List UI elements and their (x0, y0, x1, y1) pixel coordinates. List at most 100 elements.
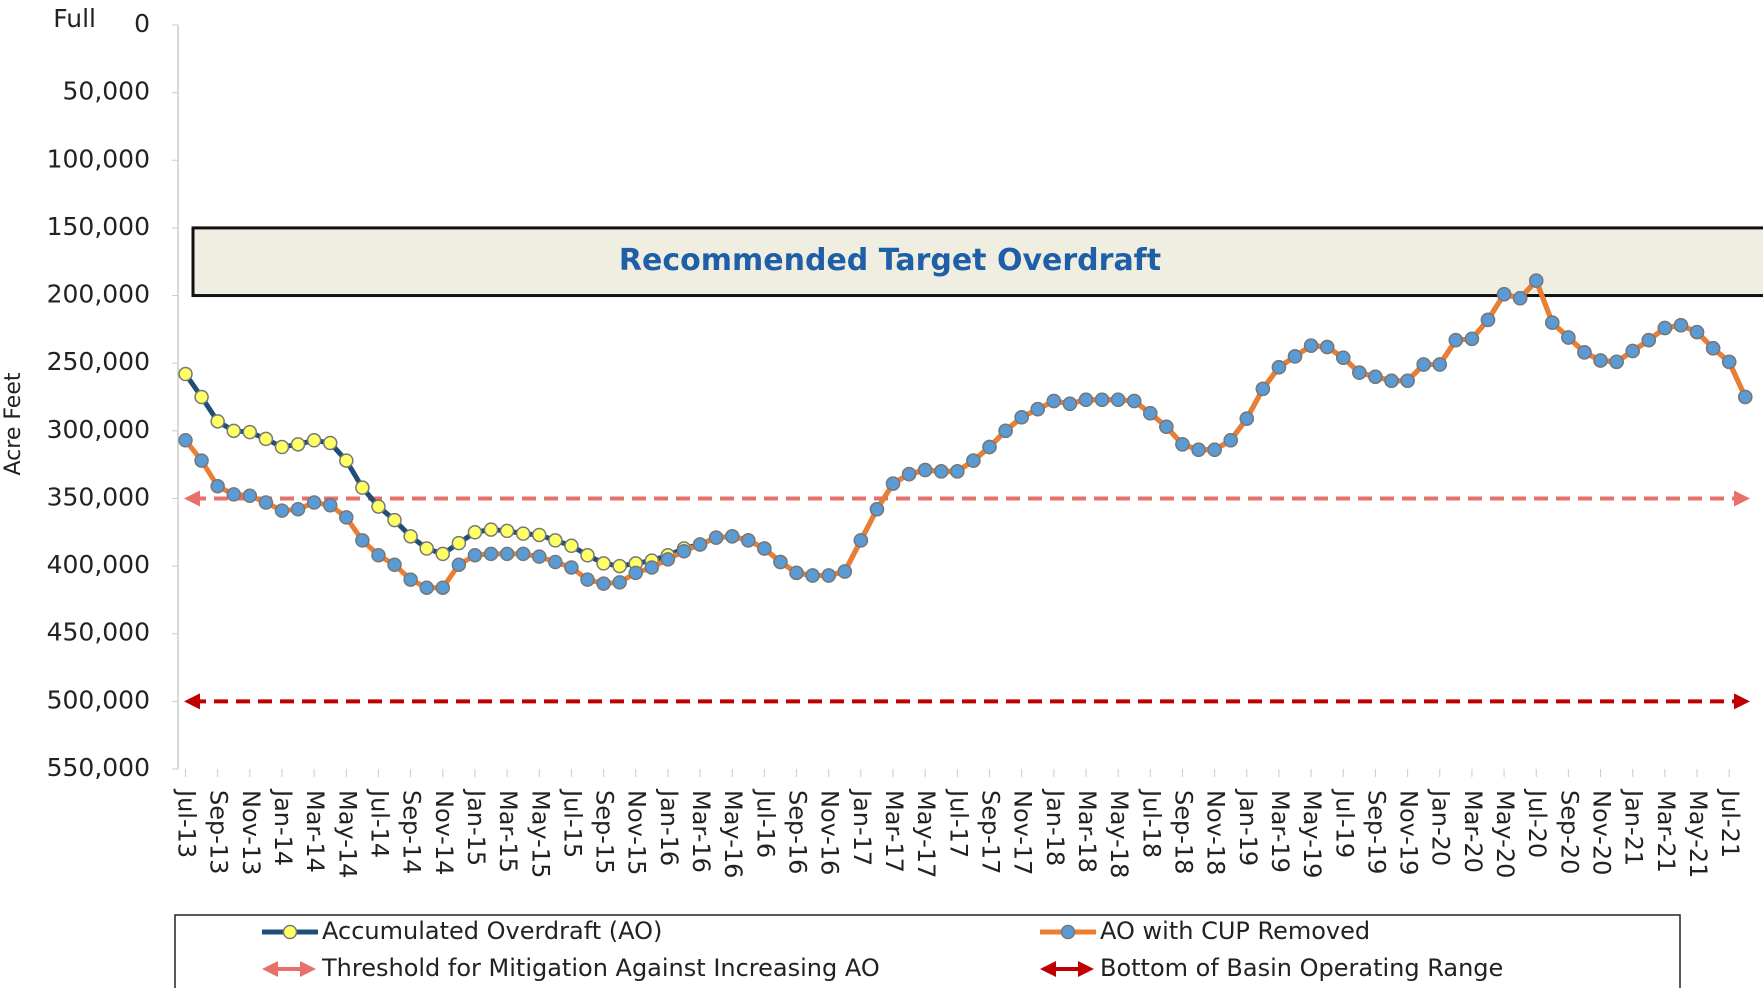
series-marker (837, 564, 853, 579)
series-marker (451, 535, 467, 551)
y-tick-label: 500,000 (47, 685, 150, 714)
series-marker (901, 466, 917, 482)
series-marker (178, 366, 193, 382)
series-marker (950, 464, 965, 479)
x-tick-label: Jul-18 (1137, 788, 1165, 858)
series-marker (1448, 332, 1464, 348)
series-marker (467, 525, 483, 540)
series-marker (1207, 442, 1222, 458)
series-marker (274, 439, 290, 455)
x-tick-label: May-16 (719, 790, 747, 878)
series-marker (1464, 331, 1480, 347)
series-marker (499, 523, 515, 539)
series-marker (242, 424, 258, 440)
series-marker (741, 533, 756, 548)
x-tick-label: May-19 (1298, 790, 1326, 878)
series-marker (467, 548, 483, 563)
series-marker (1657, 320, 1673, 336)
series-marker (1352, 365, 1367, 380)
series-marker (435, 546, 451, 562)
series-marker (1062, 396, 1078, 412)
series-marker (885, 476, 901, 491)
x-tick-label: Mar-19 (1266, 790, 1294, 873)
x-tick-label: Mar-16 (687, 790, 715, 873)
series-marker (660, 552, 676, 567)
x-tick-label: Nov-20 (1588, 790, 1616, 875)
y-tick-label: 400,000 (47, 550, 150, 579)
x-tick-label: Sep-17 (977, 790, 1005, 874)
y-tick-label: 450,000 (47, 618, 150, 647)
x-tick-label: Sep-14 (398, 790, 426, 874)
series-marker (387, 512, 402, 528)
series-marker (1641, 332, 1657, 348)
x-tick-label: Mar-17 (880, 790, 908, 873)
y-tick-label: 250,000 (47, 347, 150, 376)
x-tick-label: Jul-15 (558, 788, 586, 858)
series-marker (789, 565, 804, 581)
legend-label: Bottom of Basin Operating Range (1100, 954, 1503, 982)
x-tick-label: Jul-19 (1330, 788, 1358, 858)
series-marker (306, 433, 322, 448)
series-marker (451, 557, 467, 572)
series-marker (483, 522, 499, 537)
series-marker (419, 580, 434, 595)
x-tick-label: May-15 (526, 790, 554, 878)
series-marker (1271, 359, 1287, 375)
x-tick-label: Sep-20 (1555, 790, 1583, 874)
series-marker (515, 546, 531, 562)
series-marker (1400, 373, 1415, 389)
series-marker (194, 453, 209, 468)
x-tick-label: Nov-13 (237, 790, 265, 875)
x-tick-label: May-14 (333, 790, 361, 878)
x-tick-label: Jan-15 (462, 788, 490, 866)
legend-swatch-marker (1060, 924, 1076, 940)
series-marker (1432, 357, 1447, 372)
series-marker (821, 568, 836, 583)
y-tick-label: 50,000 (63, 77, 150, 106)
x-tick-label: Jan-16 (655, 788, 683, 866)
series-marker (1705, 341, 1721, 356)
series-marker (290, 437, 306, 452)
x-tick-label: Jan-20 (1427, 788, 1455, 866)
series-marker (1110, 392, 1126, 407)
y-tick-label: 300,000 (47, 415, 150, 444)
legend-box (174, 914, 1681, 993)
series-marker (596, 556, 611, 571)
x-tick-label: Nov-16 (816, 790, 844, 875)
legend-label: AO with CUP Removed (1100, 917, 1370, 945)
series-marker (1143, 405, 1158, 421)
x-tick-label: Sep-19 (1362, 790, 1390, 874)
x-tick-label: Jul-16 (751, 788, 779, 858)
series-marker (1480, 312, 1496, 328)
series-marker (1512, 291, 1528, 306)
series-marker (1159, 419, 1174, 435)
series-marker (596, 576, 611, 591)
series-marker (1368, 369, 1383, 384)
x-tick-label: Sep-16 (784, 790, 812, 874)
x-tick-label: Jul-20 (1523, 788, 1551, 858)
series-marker (564, 538, 579, 554)
series-marker (628, 565, 643, 581)
legend-label: Threshold for Mitigation Against Increas… (321, 954, 880, 982)
y-tick-label: 100,000 (47, 144, 150, 173)
series-marker (1384, 373, 1399, 389)
series-marker (1255, 381, 1271, 397)
series-marker (1287, 349, 1303, 364)
series-marker (1528, 273, 1544, 288)
series-line (183, 278, 1748, 579)
series-marker (1673, 318, 1689, 333)
series-marker (355, 533, 370, 548)
series-marker (306, 495, 322, 510)
x-tick-label: May-17 (912, 790, 940, 878)
series-marker (1014, 410, 1029, 425)
series-marker (1336, 350, 1351, 366)
series-marker (403, 529, 418, 544)
x-tick-label: Jan-19 (1234, 788, 1262, 866)
series-marker (339, 510, 354, 525)
x-tick-label: Mar-21 (1652, 790, 1680, 873)
x-tick-label: Jan-14 (269, 788, 297, 866)
series-marker (1175, 437, 1190, 452)
series-marker (548, 533, 563, 548)
series-marker (1545, 315, 1560, 330)
series-marker (1625, 343, 1640, 359)
